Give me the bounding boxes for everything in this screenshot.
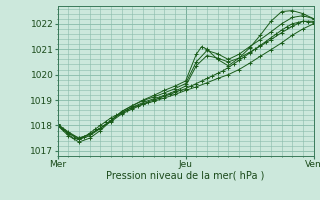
X-axis label: Pression niveau de la mer( hPa ): Pression niveau de la mer( hPa ) <box>107 171 265 181</box>
